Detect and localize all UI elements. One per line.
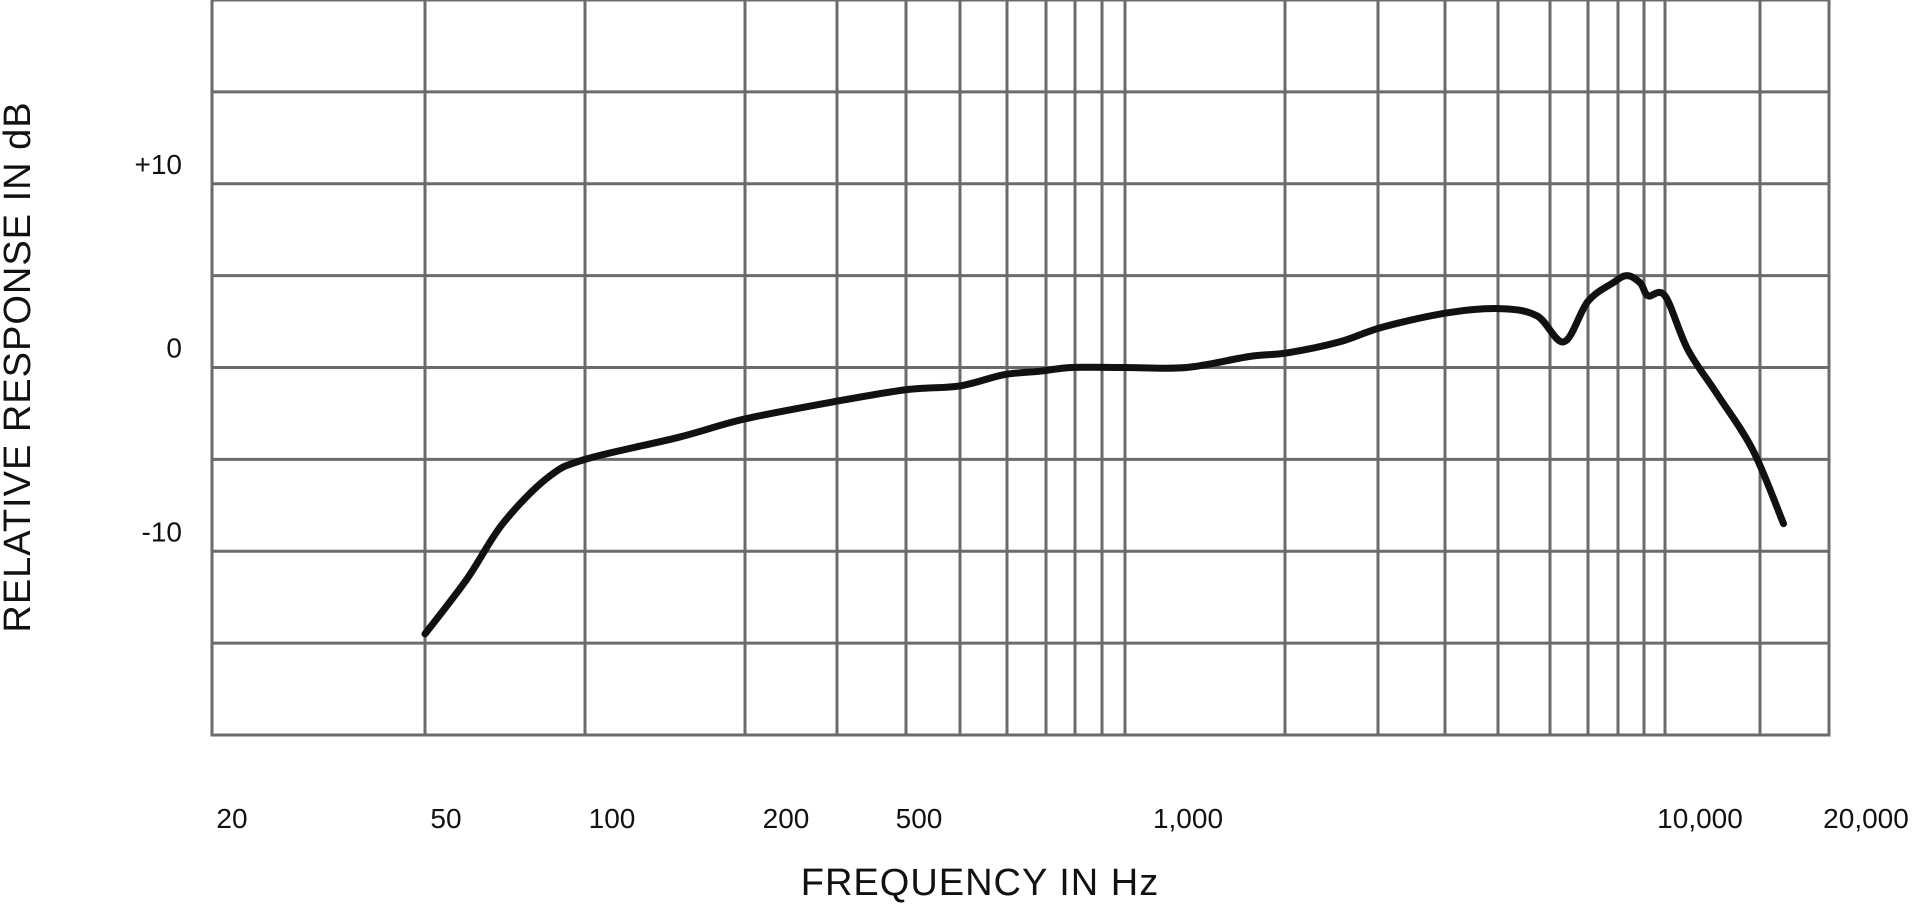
y-tick-labels: +10 0 -10	[135, 149, 183, 548]
x-tick-label: 50	[430, 803, 461, 834]
y-axis-title: RELATIVE RESPONSE IN dB	[0, 101, 39, 632]
plot-frame	[210, 0, 1831, 737]
x-tick-label: 10,000	[1657, 803, 1743, 834]
y-tick-label: 0	[166, 333, 182, 364]
x-tick-label: 200	[763, 803, 810, 834]
x-tick-labels: 20 50 100 200 500 1,000 10,000 20,000	[216, 803, 1908, 834]
x-tick-label: 20,000	[1823, 803, 1909, 834]
response-curve	[421, 272, 1787, 638]
y-tick-label: -10	[142, 516, 182, 547]
x-tick-label: 20	[216, 803, 247, 834]
x-tick-label: 500	[896, 803, 943, 834]
y-tick-label: +10	[135, 149, 183, 180]
horizontal-gridlines	[212, 90, 1829, 645]
x-tick-label: 1,000	[1153, 803, 1223, 834]
x-tick-label: 100	[589, 803, 636, 834]
x-axis-title: FREQUENCY IN Hz	[801, 862, 1159, 904]
